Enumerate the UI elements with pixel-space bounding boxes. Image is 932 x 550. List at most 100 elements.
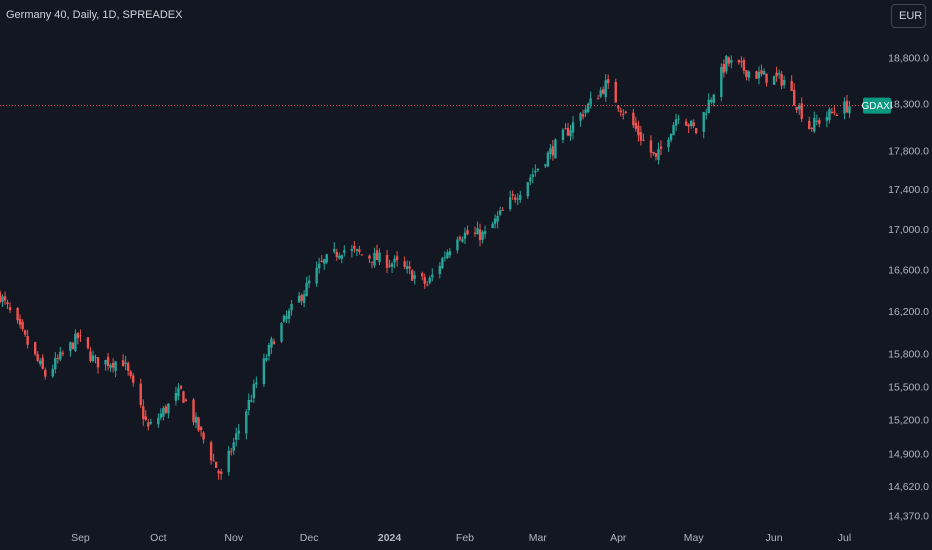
candle-body [649,140,653,153]
candle-body [536,168,540,171]
candle-body [164,406,168,413]
candle-body [810,127,813,129]
x-tick-label: Jul [838,532,851,544]
candle-body [202,432,205,440]
candle-body [564,128,567,130]
candle-body [438,265,442,275]
x-tick-label: Dec [300,532,319,544]
x-tick-label: May [684,532,705,544]
candle-body [531,174,535,177]
y-tick-label: 18,800.0 [888,52,929,64]
candle-body [1,296,4,302]
candle-body [300,295,303,301]
candle-body [388,265,391,267]
x-tick-label: Apr [610,532,627,544]
price-axis[interactable]: 14,370.0 14,620.0 14,900.0 15,200.0 15,500.0… [888,52,929,522]
candle-body [142,406,145,419]
candle-body [624,111,628,113]
candle-body [684,121,688,126]
candle-body [443,257,447,259]
candle-body [496,215,499,222]
candle-body [209,442,213,461]
x-tick-label: Feb [456,532,474,544]
candle-body [96,357,100,368]
candle-body [76,332,80,339]
candle-body [132,375,135,383]
x-tick-label: 2024 [378,532,402,544]
candle-body [790,81,793,91]
candle-body [159,413,163,418]
candle-body [147,422,150,427]
chart-title: Germany 40, Daily, 1D, SPREADEX [6,9,183,21]
candle-body [230,451,233,453]
candle-body [825,117,829,121]
candle-body [546,152,550,167]
candle-body [589,98,592,105]
candle-body [498,210,502,215]
time-axis[interactable]: Sep Oct Nov Dec 2024 Feb Mar Apr May Jun Jul [71,532,851,544]
candle-body [393,258,396,263]
candle-body [129,371,132,376]
candle-body [26,336,29,345]
candle-body [421,273,424,277]
candle-body [677,118,680,120]
candle-body [669,133,673,141]
y-tick-label: 16,200.0 [888,306,929,318]
candle-body [702,112,705,132]
candle-body [174,392,178,401]
candle-body [287,310,291,319]
candle-body [282,315,286,322]
candle-body [622,113,625,115]
candle-body [551,146,555,156]
candle-body [219,471,223,474]
candle-body [353,245,356,249]
candle-body [639,132,643,141]
candle-body [18,318,22,325]
candle-body [104,359,107,365]
x-tick-label: Sep [71,532,90,544]
y-tick-label: 17,400.0 [888,184,929,196]
candle-body [519,194,522,200]
candle-body [554,139,557,159]
candle-body [69,342,72,352]
candle-body [235,433,238,440]
candle-body [44,369,47,377]
candle-body [237,430,240,434]
candle-body [179,385,183,389]
candle-body [302,294,306,303]
candle-body [340,255,344,259]
candle-body [707,99,710,114]
candle-body [601,89,605,94]
currency-button[interactable]: EUR [891,4,926,28]
candle-body [247,399,251,410]
candle-body [270,338,273,348]
candle-body [61,352,65,354]
candle-body [360,254,364,256]
candle-body [815,120,819,122]
candle-body [109,364,112,368]
candle-body [212,460,215,462]
candle-body [368,255,371,259]
candle-body [217,470,220,474]
candle-body [373,253,376,266]
candle-body [757,71,761,79]
candle-body [199,427,203,431]
candle-body [843,101,846,114]
candle-body [370,261,374,263]
candle-body [642,139,645,141]
candle-body [375,250,379,261]
candle-body [798,105,801,110]
candle-body [526,182,529,197]
candle-body [403,261,406,267]
candle-body [458,237,462,240]
symbol-badge-background [863,97,891,114]
candle-body [111,363,115,368]
candle-body [194,416,198,423]
candle-body [197,417,200,431]
x-tick-label: Jun [766,532,783,544]
candle-body [6,302,9,305]
candle-body [571,122,575,133]
candle-body [144,416,147,420]
candle-body [428,277,431,283]
